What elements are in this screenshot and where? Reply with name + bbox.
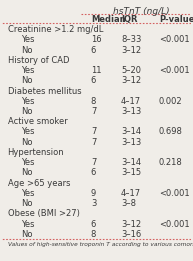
Text: 3–13: 3–13 [121, 138, 141, 147]
Text: 3–13: 3–13 [121, 107, 141, 116]
Text: 3–12: 3–12 [121, 76, 141, 85]
Text: 7: 7 [91, 127, 96, 137]
Text: 4–17: 4–17 [121, 189, 141, 198]
Text: 0.218: 0.218 [159, 158, 183, 167]
Text: 6: 6 [91, 46, 96, 55]
Text: hsTnT (ng/L): hsTnT (ng/L) [113, 7, 169, 16]
Text: 3–14: 3–14 [121, 158, 141, 167]
Text: 8: 8 [91, 230, 96, 239]
Text: 3: 3 [91, 199, 96, 208]
Text: 0.002: 0.002 [159, 97, 183, 106]
Text: 3–12: 3–12 [121, 220, 141, 229]
Text: Yes: Yes [21, 189, 34, 198]
Text: 3–16: 3–16 [121, 230, 141, 239]
Text: Obese (BMI >27): Obese (BMI >27) [8, 209, 80, 218]
Text: 4–17: 4–17 [121, 97, 141, 106]
Text: P-value: P-value [159, 15, 193, 24]
Text: <0.001: <0.001 [159, 66, 190, 75]
Text: 7: 7 [91, 138, 96, 147]
Text: IQR: IQR [121, 15, 138, 24]
Text: No: No [21, 230, 32, 239]
Text: Age >65 years: Age >65 years [8, 179, 70, 188]
Text: Yes: Yes [21, 66, 34, 75]
Text: 8–33: 8–33 [121, 35, 141, 44]
Text: 7: 7 [91, 107, 96, 116]
Text: <0.001: <0.001 [159, 35, 190, 44]
Text: 3–12: 3–12 [121, 46, 141, 55]
Text: 6: 6 [91, 76, 96, 85]
Text: No: No [21, 168, 32, 177]
Text: No: No [21, 76, 32, 85]
Text: Active smoker: Active smoker [8, 117, 67, 126]
Text: No: No [21, 138, 32, 147]
Text: No: No [21, 107, 32, 116]
Text: 5–20: 5–20 [121, 66, 141, 75]
Text: 16: 16 [91, 35, 102, 44]
Text: Hypertension: Hypertension [8, 148, 64, 157]
Text: Median: Median [91, 15, 125, 24]
Text: 11: 11 [91, 66, 101, 75]
Text: Values of high-sensitive troponin T according to various comorbidities.: Values of high-sensitive troponin T acco… [8, 242, 193, 247]
Text: History of CAD: History of CAD [8, 56, 69, 65]
Text: <0.001: <0.001 [159, 189, 190, 198]
Text: No: No [21, 199, 32, 208]
Text: 0.698: 0.698 [159, 127, 183, 137]
Text: Yes: Yes [21, 220, 34, 229]
Text: Diabetes mellitus: Diabetes mellitus [8, 86, 81, 96]
Text: No: No [21, 46, 32, 55]
Text: 3–8: 3–8 [121, 199, 136, 208]
Text: Yes: Yes [21, 97, 34, 106]
Text: 7: 7 [91, 158, 96, 167]
Text: Yes: Yes [21, 158, 34, 167]
Text: 3–15: 3–15 [121, 168, 141, 177]
Text: 8: 8 [91, 97, 96, 106]
Text: Creatinine >1.2 mg/dL: Creatinine >1.2 mg/dL [8, 25, 103, 34]
Text: 9: 9 [91, 189, 96, 198]
Text: Yes: Yes [21, 127, 34, 137]
Text: 3–14: 3–14 [121, 127, 141, 137]
Text: 6: 6 [91, 220, 96, 229]
Text: Yes: Yes [21, 35, 34, 44]
Text: 6: 6 [91, 168, 96, 177]
Text: <0.001: <0.001 [159, 220, 190, 229]
